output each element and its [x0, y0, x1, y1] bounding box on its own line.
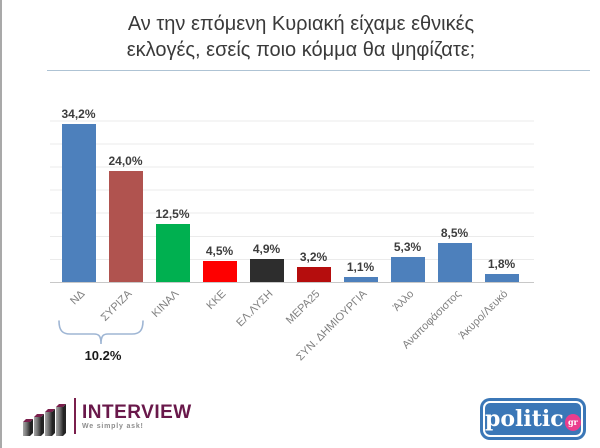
value-label: 8,5%: [440, 226, 469, 240]
chart-title-line2: εκλογές, εσείς ποιο κόμμα θα ψηφίζατε;: [126, 39, 476, 61]
bar-Αναποφάσιστος: [437, 243, 472, 282]
bar-group-Αναποφάσιστος: 8,5%: [431, 226, 478, 282]
bar-group-Άλλο: 5,3%: [384, 240, 431, 282]
bar-group-ΚΚΕ: 4,5%: [196, 244, 243, 282]
bar-ΜΕΡΑ25: [296, 267, 331, 282]
interview-logo-divider: [74, 398, 76, 434]
value-label: 3,2%: [299, 250, 328, 264]
value-label: 1,1%: [346, 260, 375, 274]
title-divider-line: [47, 70, 590, 71]
difference-brace: [58, 320, 144, 345]
interview-logo-text: INTERVIEW We simply ask!: [82, 401, 192, 430]
politic-logo-inner-frame: politic gr: [483, 401, 583, 437]
bar-group-ΕΛ.ΛΥΣΗ: 4,9%: [243, 242, 290, 282]
value-label: 1,8%: [487, 257, 516, 271]
tick-label-ΣΥΝ. ΔΗΜΙΟΥΡΓΙΑ: ΣΥΝ. ΔΗΜΙΟΥΡΓΙΑ: [293, 288, 369, 364]
bar-ΣΥΝ. ΔΗΜΙΟΥΡΓΙΑ: [343, 277, 378, 282]
tick-label-ΕΛ.ΛΥΣΗ: ΕΛ.ΛΥΣΗ: [233, 288, 275, 330]
chart-title-line1: Αν την επόμενη Κυριακή είχαμε εθνικές: [127, 13, 475, 35]
bar-group-ΣΥΡΙΖΑ: 24,0%: [102, 154, 149, 282]
bar-columns: 34,2% 24,0% 12,5% 4,5% 4,9% 3,2% 1,1% 5,3% 8,5% 1…: [50, 98, 534, 282]
bar-group-Άκυρο/Λευκό: 1,8%: [478, 257, 525, 282]
politic-gr-text: gr: [567, 417, 578, 427]
value-label: 34,2%: [61, 107, 96, 121]
politic-logo: politic gr: [480, 398, 586, 440]
chart-title: Αν την επόμενη Κυριακή είχαμε εθνικές εκ…: [2, 0, 600, 63]
bar-group-ΚΙΝΑΛ: 12,5%: [149, 207, 196, 282]
interview-bars-icon: [23, 404, 66, 436]
difference-annotation: 10.2%: [84, 348, 122, 363]
bar-group-ΜΕΡΑ25: 3,2%: [290, 250, 337, 282]
bar-chart-plot-area: 34,2% 24,0% 12,5% 4,5% 4,9% 3,2% 1,1% 5,3% 8,5% 1…: [50, 98, 534, 363]
bar-ΚΙΝΑΛ: [155, 224, 190, 282]
interview-logo: INTERVIEW We simply ask!: [22, 394, 192, 438]
politic-name: politic: [485, 406, 564, 432]
tick-label-Άκυρο/Λευκό: Άκυρο/Λευκό: [456, 288, 510, 342]
value-label: 4,9%: [252, 242, 281, 256]
bar-ΝΔ: [61, 124, 96, 282]
bar-Άκυρο/Λευκό: [484, 274, 519, 282]
tick-label-Άλλο: Άλλο: [390, 288, 416, 314]
tick-label-ΜΕΡΑ25: ΜΕΡΑ25: [283, 288, 322, 327]
interview-name: INTERVIEW: [82, 401, 192, 423]
value-label: 12,5%: [155, 207, 190, 221]
bar-ΕΛ.ΛΥΣΗ: [249, 259, 284, 282]
interview-tagline: We simply ask!: [82, 422, 144, 430]
bar-group-ΣΥΝ. ΔΗΜΙΟΥΡΓΙΑ: 1,1%: [337, 260, 384, 282]
tick-label-Αναποφάσιστος: Αναποφάσιστος: [399, 288, 463, 352]
bar-Άλλο: [390, 257, 425, 282]
bar-ΚΚΕ: [202, 261, 237, 282]
value-label: 4,5%: [205, 244, 234, 258]
politic-gr-badge: gr: [564, 413, 581, 431]
value-label: 5,3%: [393, 240, 422, 254]
value-label: 24,0%: [108, 154, 143, 168]
bar-ΣΥΡΙΖΑ: [108, 171, 143, 282]
bar-group-ΝΔ: 34,2%: [55, 107, 102, 282]
